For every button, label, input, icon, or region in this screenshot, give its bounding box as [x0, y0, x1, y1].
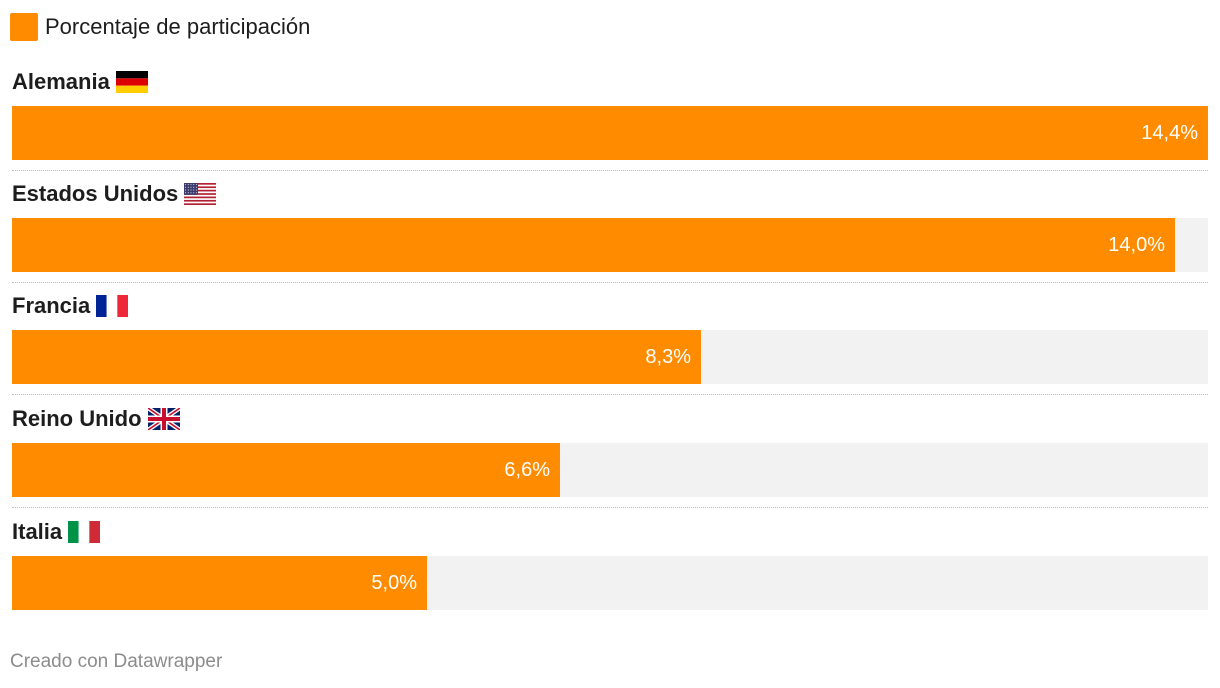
bar-value-label: 14,4%	[1141, 122, 1198, 144]
bar-value-label: 8,3%	[645, 346, 691, 368]
usa-flag-icon	[184, 183, 217, 205]
row-divider	[12, 282, 1208, 283]
category-label: Alemania	[12, 68, 148, 96]
france-flag-icon	[96, 295, 129, 317]
bar-track: 8,3%	[12, 330, 1208, 384]
uk-flag-icon	[146, 406, 181, 432]
bar-track: 6,6%	[12, 443, 1208, 497]
bar-value-label: 5,0%	[371, 572, 417, 594]
legend-label: Porcentaje de participación	[45, 14, 311, 39]
category-label: Francia	[12, 292, 129, 320]
legend-swatch	[10, 13, 38, 41]
category-label-text: Reino Unido	[12, 406, 142, 431]
category-label: Reino Unido	[12, 405, 181, 433]
bar: 6,6%	[12, 443, 560, 497]
bar: 5,0%	[12, 556, 427, 610]
row-divider	[12, 170, 1208, 171]
category-label: Italia	[12, 518, 101, 546]
legend: Porcentaje de participación	[10, 12, 310, 42]
italy-flag-icon	[68, 521, 101, 543]
bar: 14,4%	[12, 106, 1208, 160]
credit-text: Creado con Datawrapper	[10, 651, 223, 672]
bar-track: 5,0%	[12, 556, 1208, 610]
bar-value-label: 14,0%	[1108, 234, 1165, 256]
category-label-text: Alemania	[12, 69, 110, 94]
category-label-text: Estados Unidos	[12, 181, 179, 206]
bar-row: Estados Unidos 14,0%	[12, 174, 1208, 287]
row-divider	[12, 394, 1208, 395]
category-label-text: Italia	[12, 519, 63, 544]
row-divider	[12, 507, 1208, 508]
bar: 8,3%	[12, 330, 701, 384]
bar-row: Italia 5,0%	[12, 512, 1208, 625]
bar-row: Francia 8,3%	[12, 286, 1208, 399]
bar-row: Reino Unido 6,6%	[12, 399, 1208, 512]
bar-track: 14,0%	[12, 218, 1208, 272]
bar-track: 14,4%	[12, 106, 1208, 160]
bar-value-label: 6,6%	[504, 459, 550, 481]
bar-row: Alemania 14,4%	[12, 62, 1208, 175]
bar: 14,0%	[12, 218, 1175, 272]
category-label-text: Francia	[12, 293, 91, 318]
germany-flag-icon	[115, 71, 148, 93]
category-label: Estados Unidos	[12, 180, 217, 208]
